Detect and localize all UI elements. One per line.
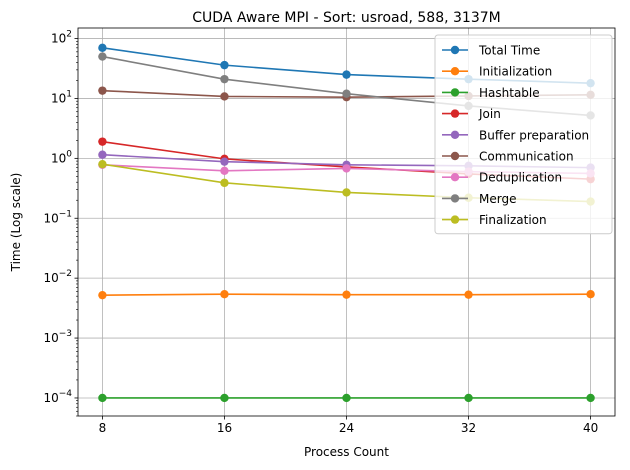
- legend-item: Merge: [442, 192, 516, 206]
- data-point: [342, 393, 351, 403]
- x-tick-label: 32: [461, 421, 476, 435]
- data-point: [342, 188, 351, 197]
- data-point: [464, 393, 473, 403]
- legend-marker: [450, 173, 460, 182]
- data-point: [98, 150, 107, 159]
- data-point: [98, 159, 107, 169]
- data-point: [220, 157, 229, 166]
- data-point: [98, 137, 107, 146]
- legend-marker: [450, 45, 460, 55]
- legend-label: Deduplication: [479, 171, 562, 185]
- data-point: [342, 89, 351, 98]
- data-point: [220, 74, 229, 84]
- legend-item: Hashtable: [442, 86, 540, 100]
- legend-label: Join: [478, 107, 501, 121]
- data-point: [342, 164, 351, 173]
- legend-label: Buffer preparation: [479, 128, 589, 142]
- legend-marker: [450, 109, 460, 118]
- data-point: [98, 393, 107, 403]
- y-tick-label: 10−1: [43, 209, 72, 225]
- legend-label: Initialization: [479, 65, 552, 79]
- series: [98, 289, 595, 300]
- legend: Total Time Initialization Hashtable Join Buf…: [434, 34, 613, 235]
- data-point: [220, 178, 229, 188]
- data-point: [586, 393, 595, 403]
- x-tick-label: 8: [99, 421, 107, 435]
- data-point: [220, 60, 229, 70]
- y-axis-label: Time (Log scale): [9, 173, 23, 273]
- x-axis-label: Process Count: [304, 445, 389, 459]
- legend-item: Total Time: [442, 44, 540, 58]
- chart-title: CUDA Aware MPI - Sort: usroad, 588, 3137…: [192, 10, 500, 26]
- legend-label: Finalization: [479, 213, 547, 227]
- legend-item: Finalization: [442, 213, 547, 227]
- x-tick-label: 40: [583, 421, 598, 435]
- y-tick-label: 10−3: [43, 329, 72, 345]
- legend-label: Hashtable: [479, 86, 540, 100]
- legend-marker: [450, 88, 460, 97]
- data-point: [98, 290, 107, 300]
- data-point: [98, 43, 107, 53]
- data-point: [220, 289, 229, 299]
- data-point: [464, 290, 473, 299]
- legend-marker: [450, 67, 460, 76]
- y-tick-label: 100: [51, 149, 72, 165]
- legend-item: Initialization: [442, 65, 552, 79]
- legend-label: Merge: [479, 192, 516, 206]
- legend-item: Join: [442, 107, 501, 121]
- legend-marker: [450, 194, 460, 203]
- y-tick-label: 101: [51, 89, 72, 105]
- legend-marker: [450, 151, 460, 161]
- tick-layer: 8 16 24 32 40 10−4 10−3 10−2 10−1 100 101 102: [43, 30, 598, 435]
- legend-label: Communication: [479, 150, 574, 164]
- legend-label: Total Time: [478, 44, 540, 58]
- data-point: [220, 166, 229, 175]
- legend-marker: [450, 130, 460, 139]
- data-point: [220, 393, 229, 403]
- y-tick-label: 10−2: [43, 269, 72, 285]
- x-tick-label: 16: [217, 421, 232, 435]
- data-point: [98, 52, 107, 61]
- legend-item: Buffer preparation: [442, 128, 589, 142]
- y-tick-label: 10−4: [43, 389, 72, 405]
- y-tick-label: 102: [51, 30, 72, 46]
- series: [98, 393, 595, 403]
- data-point: [342, 70, 351, 79]
- x-tick-label: 24: [339, 421, 354, 435]
- data-point: [586, 289, 595, 299]
- legend-item: Deduplication: [442, 171, 562, 185]
- data-point: [342, 290, 351, 299]
- legend-marker: [450, 215, 460, 224]
- legend-box: [434, 34, 613, 235]
- legend-item: Communication: [442, 150, 574, 164]
- data-point: [220, 92, 229, 101]
- data-point: [98, 86, 107, 95]
